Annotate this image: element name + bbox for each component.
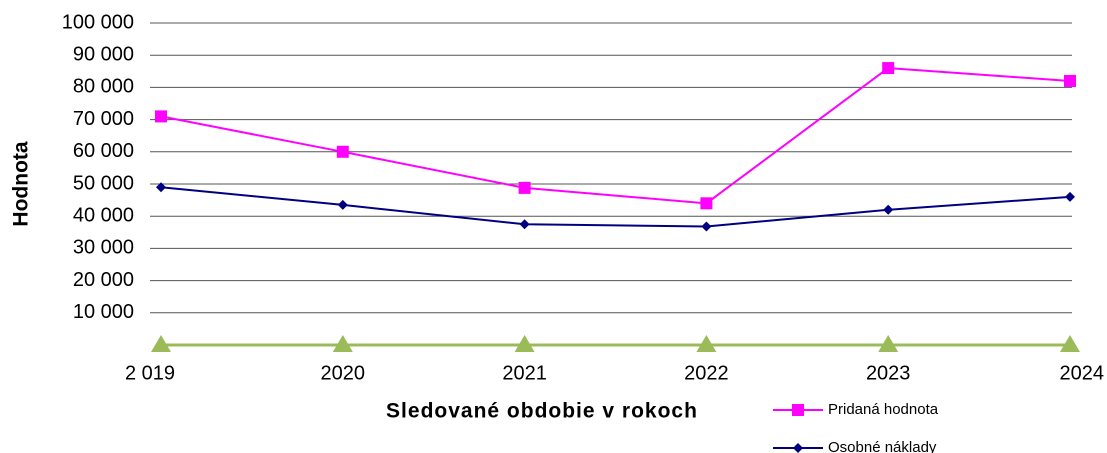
legend-label: Osobné náklady [828, 439, 937, 453]
marker [151, 335, 171, 352]
x-tick-label: 2021 [502, 362, 547, 384]
series-line [160, 67, 1071, 205]
marker [882, 62, 895, 75]
y-tick-label: 70 000 [73, 108, 134, 130]
legend-label: Pridaná hodnota [828, 401, 939, 418]
x-tick-label: 2023 [866, 362, 911, 384]
marker [1060, 335, 1080, 352]
marker [700, 197, 713, 210]
x-tick-label: 2 019 [125, 362, 175, 384]
marker [701, 221, 712, 232]
y-tick-label: 40 000 [73, 204, 134, 226]
x-tick-label: 2020 [321, 362, 366, 384]
x-tick-label: 2024 [1060, 362, 1105, 384]
marker [514, 335, 535, 352]
y-axis-title: Hodnota [10, 141, 33, 226]
y-tick-label: 80 000 [73, 76, 134, 98]
marker [156, 182, 166, 193]
series-line [160, 186, 1071, 228]
y-tick-label: 60 000 [73, 140, 134, 162]
x-axis-title: Sledované obdobie v rokoch [386, 400, 698, 423]
marker [793, 443, 803, 453]
marker [519, 219, 530, 230]
marker [332, 335, 353, 352]
y-tick-label: 10 000 [73, 301, 134, 323]
marker [792, 404, 804, 416]
marker [518, 181, 531, 194]
marker [337, 199, 348, 210]
y-tick-label: 100 000 [62, 11, 134, 33]
y-tick-label: 20 000 [73, 269, 134, 291]
marker [1065, 191, 1075, 202]
marker [155, 110, 167, 123]
marker [878, 335, 899, 352]
y-tick-label: 50 000 [73, 172, 134, 194]
x-tick-label: 2022 [684, 362, 729, 384]
y-tick-label: 30 000 [73, 237, 134, 259]
marker [883, 204, 894, 215]
y-tick-label: 90 000 [73, 43, 134, 65]
marker [336, 145, 349, 158]
marker [696, 335, 717, 352]
marker [1064, 74, 1076, 87]
